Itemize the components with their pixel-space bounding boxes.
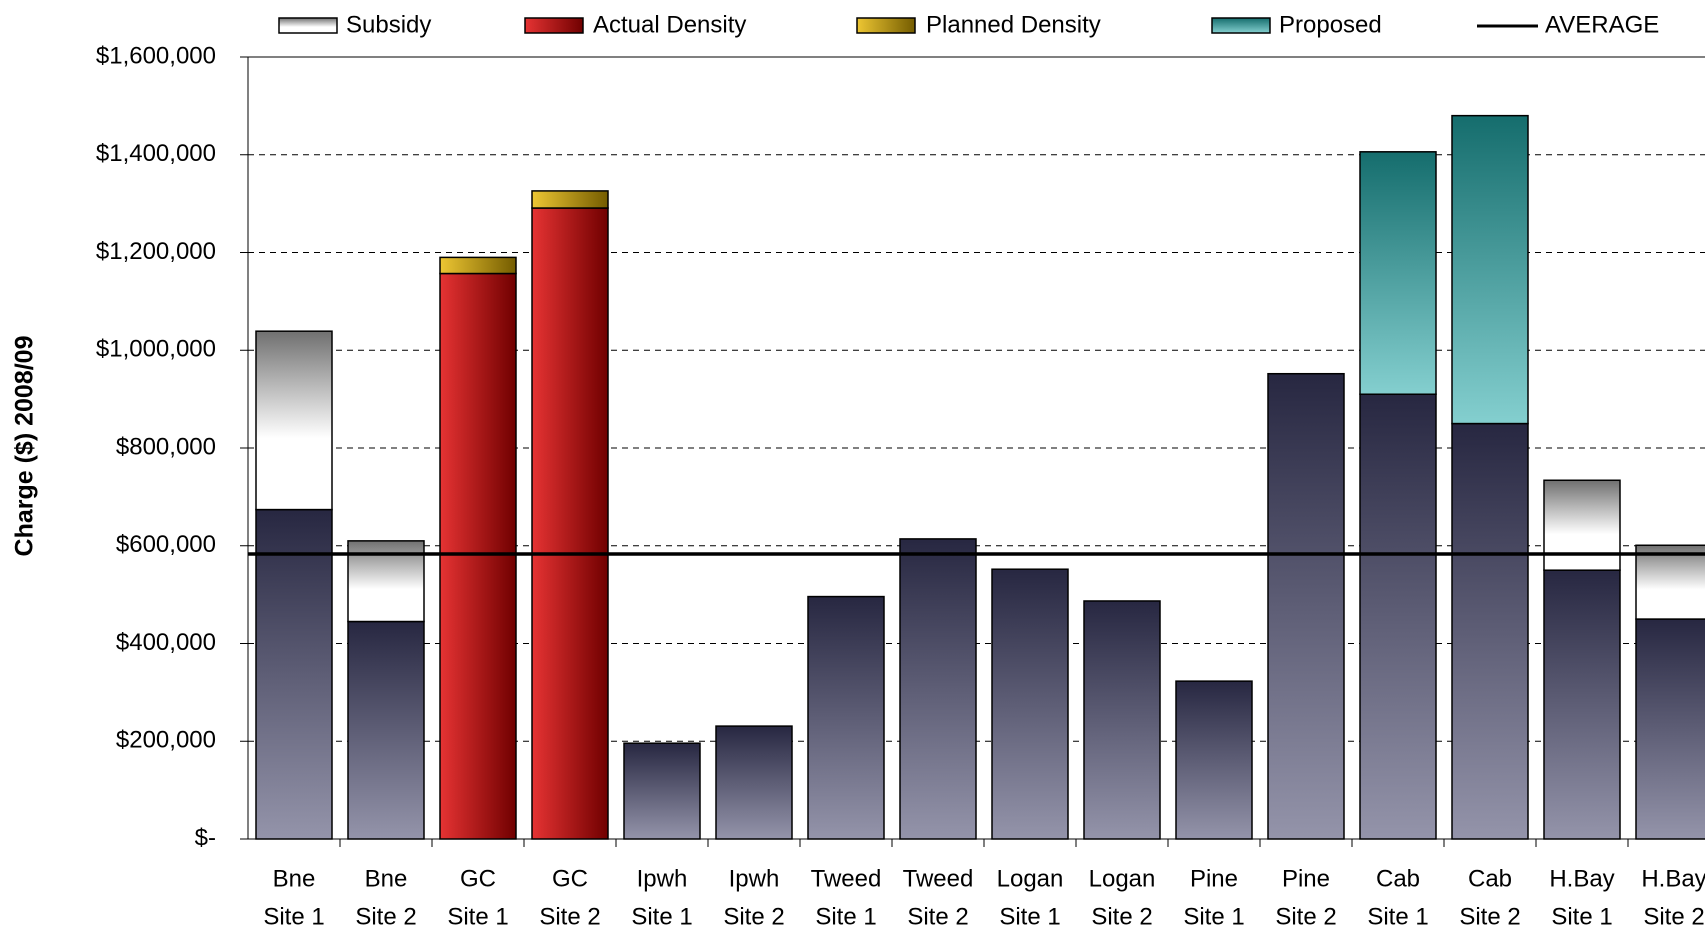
x-tick-label: Site 1 <box>1183 903 1244 930</box>
bar-segment <box>807 595 885 840</box>
bar-segment <box>439 272 517 840</box>
x-tick-label: Ipwh <box>729 865 780 892</box>
bar-segment <box>347 620 425 840</box>
x-tick-label: Site 1 <box>631 903 692 930</box>
y-tick-label: $1,400,000 <box>96 140 216 167</box>
bar-segment <box>899 538 977 840</box>
y-tick-label: $800,000 <box>116 433 216 460</box>
x-tick-label: Bne <box>273 865 316 892</box>
y-tick-label: $1,000,000 <box>96 336 216 363</box>
x-tick-label: Pine <box>1190 865 1238 892</box>
bar-segment <box>531 207 609 840</box>
x-tick-label: Site 1 <box>1367 903 1428 930</box>
x-tick-label: Tweed <box>903 865 974 892</box>
y-axis-label: Charge ($) 2008/09 <box>11 336 39 557</box>
x-tick-label: Site 1 <box>263 903 324 930</box>
bar-segment <box>255 508 333 840</box>
legend-label: AVERAGE <box>1545 11 1659 38</box>
bar-segment <box>1083 600 1161 840</box>
x-tick-label: GC <box>552 865 588 892</box>
y-tick-label: $400,000 <box>116 629 216 656</box>
bar-segment <box>1635 544 1705 620</box>
bar-segment <box>1635 618 1705 840</box>
bar-segment <box>1267 372 1345 840</box>
bar-segment <box>1543 569 1621 840</box>
x-tick-label: H.Bay <box>1549 865 1614 892</box>
x-tick-label: Site 1 <box>447 903 508 930</box>
x-tick-label: Site 1 <box>999 903 1060 930</box>
legend-label: Planned Density <box>926 11 1101 38</box>
x-tick-label: Cab <box>1468 865 1512 892</box>
legend-label: Subsidy <box>346 11 431 38</box>
bar-segment <box>1359 151 1437 395</box>
bar-segment <box>991 568 1069 840</box>
bar-segment <box>439 256 517 275</box>
x-tick-label: Site 2 <box>1643 903 1704 930</box>
y-tick-label: $1,600,000 <box>96 42 216 69</box>
legend-label: Actual Density <box>593 11 746 38</box>
x-tick-label: Site 2 <box>723 903 784 930</box>
x-tick-label: H.Bay <box>1641 865 1705 892</box>
legend-label: Proposed <box>1279 11 1382 38</box>
legend-swatch <box>278 17 338 34</box>
y-tick-label: $- <box>195 824 216 851</box>
bar-segment <box>1543 479 1621 571</box>
x-tick-label: Site 1 <box>815 903 876 930</box>
bar-segment <box>623 742 701 840</box>
bar-segment <box>1359 393 1437 840</box>
bar-segment <box>1451 422 1529 840</box>
bar-segment <box>1451 114 1529 425</box>
x-tick-label: Logan <box>997 865 1064 892</box>
x-tick-label: Logan <box>1089 865 1156 892</box>
x-tick-label: Site 2 <box>1091 903 1152 930</box>
legend-swatch <box>1211 17 1271 34</box>
y-tick-label: $200,000 <box>116 727 216 754</box>
x-tick-label: Site 2 <box>355 903 416 930</box>
x-tick-label: Ipwh <box>637 865 688 892</box>
x-tick-label: Site 1 <box>1551 903 1612 930</box>
x-tick-label: Cab <box>1376 865 1420 892</box>
legend-swatch <box>524 17 584 34</box>
x-tick-label: Site 2 <box>1275 903 1336 930</box>
x-tick-label: Site 2 <box>539 903 600 930</box>
legend-swatch <box>856 17 916 34</box>
bar-segment <box>531 190 609 209</box>
x-tick-label: Site 2 <box>907 903 968 930</box>
bar-segment <box>715 725 793 840</box>
x-tick-label: Tweed <box>811 865 882 892</box>
x-tick-label: GC <box>460 865 496 892</box>
bar-segment <box>255 330 333 511</box>
y-tick-label: $1,200,000 <box>96 238 216 265</box>
y-tick-label: $600,000 <box>116 531 216 558</box>
x-tick-label: Site 2 <box>1459 903 1520 930</box>
bar-segment <box>1175 680 1253 840</box>
x-tick-label: Bne <box>365 865 408 892</box>
x-tick-label: Pine <box>1282 865 1330 892</box>
